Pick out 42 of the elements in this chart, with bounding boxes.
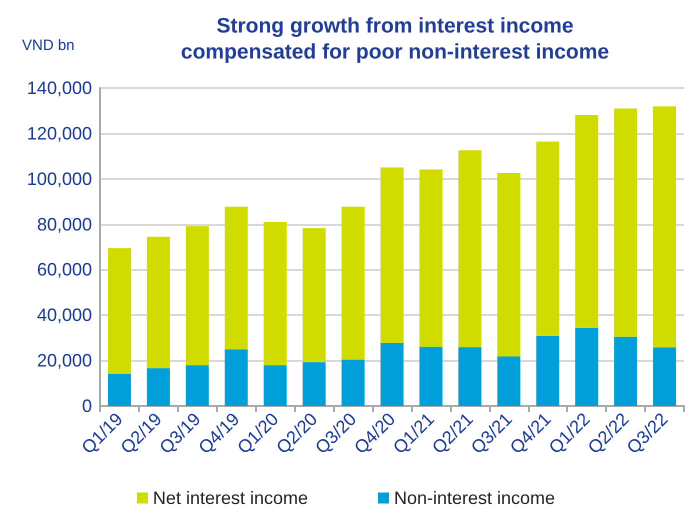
chart-title: Strong growth from interest income compensated for poor non-interest income [180, 14, 610, 64]
bar [264, 365, 287, 406]
bar [264, 222, 287, 366]
legend-label: Non-interest income [394, 488, 556, 508]
bar [146, 236, 170, 368]
bar [108, 374, 131, 406]
bar [653, 347, 676, 406]
y-tick-label: 140,000 [26, 78, 92, 98]
bar [186, 226, 209, 366]
bar [146, 368, 170, 406]
y-tick-label: 100,000 [26, 168, 92, 189]
y-tick-label: 0 [82, 396, 92, 416]
bar [419, 346, 442, 406]
bar [342, 360, 365, 406]
y-tick-label: 120,000 [26, 123, 92, 144]
bar [458, 150, 482, 348]
bar [614, 336, 638, 406]
bar [302, 362, 326, 406]
bar [342, 206, 365, 360]
bar [497, 172, 520, 356]
bar [614, 108, 638, 337]
bar [497, 356, 520, 406]
bar [653, 106, 676, 348]
bar [575, 115, 598, 328]
bar [575, 328, 598, 406]
bar [419, 170, 442, 347]
y-axis-title: VND bn [22, 37, 75, 54]
bar [458, 347, 482, 406]
y-tick-label: 80,000 [36, 214, 92, 234]
y-tick-label: 20,000 [36, 350, 92, 371]
bar [108, 248, 131, 374]
y-tick-label: 60,000 [36, 260, 92, 280]
bar [302, 228, 326, 362]
bar [536, 336, 560, 406]
bar [380, 342, 404, 406]
bar [186, 365, 209, 406]
bar [224, 349, 248, 406]
bar [224, 206, 248, 350]
bar [536, 142, 560, 336]
legend-label: Net interest income [152, 488, 308, 508]
bar [380, 168, 404, 343]
y-tick-label: 40,000 [36, 305, 92, 326]
